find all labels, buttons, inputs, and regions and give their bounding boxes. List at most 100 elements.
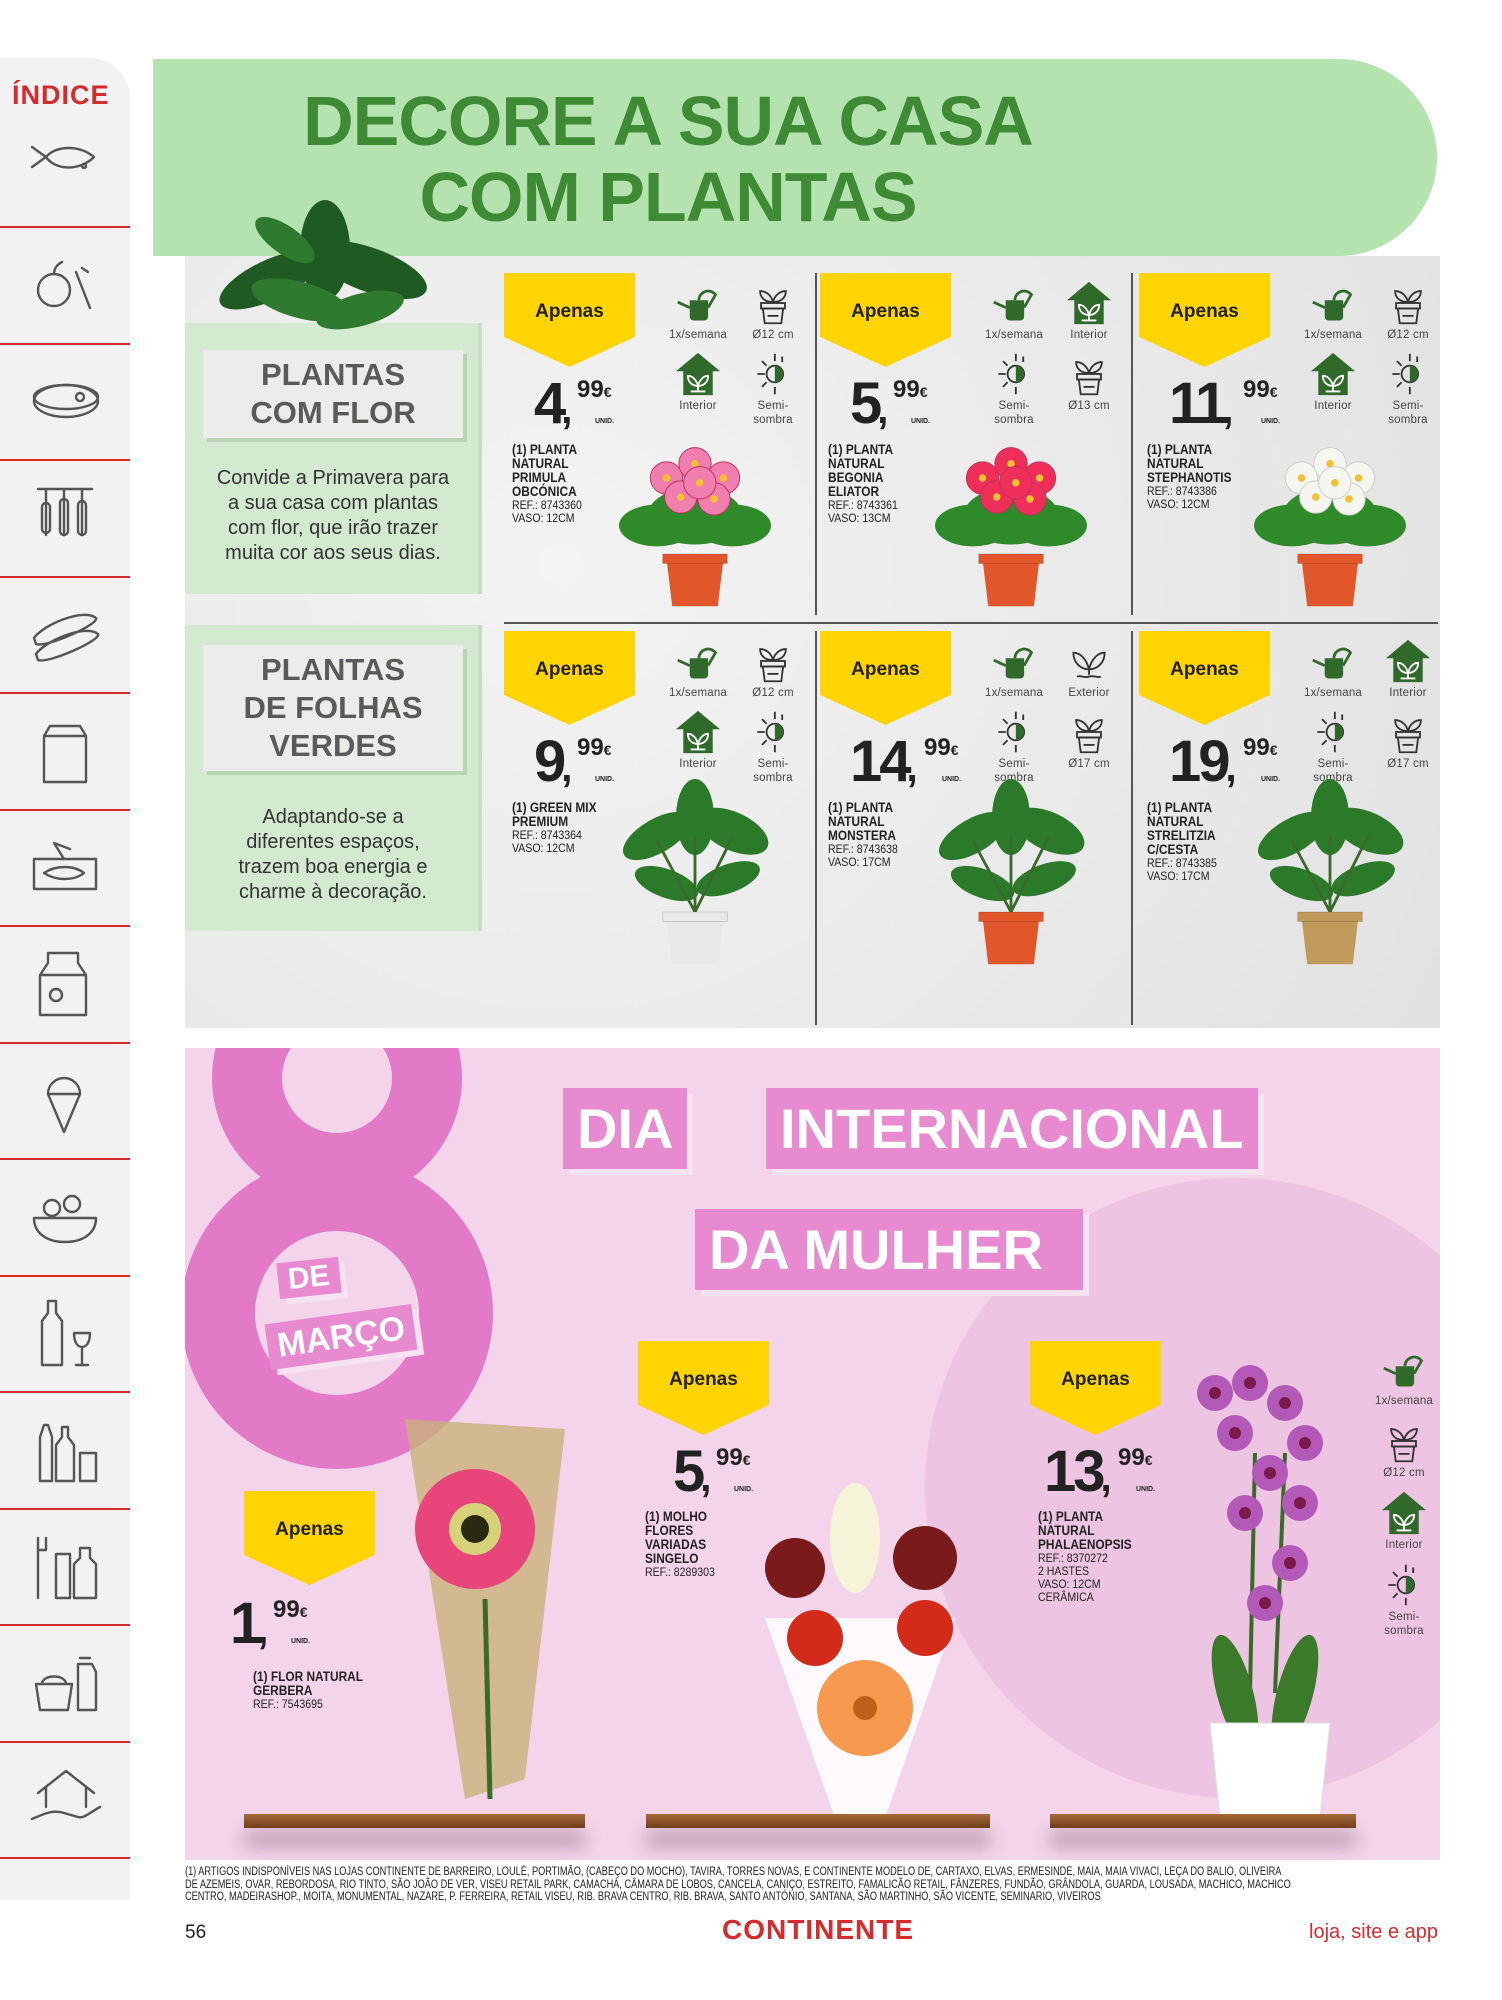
care-pot: Ø12 cm [1373,278,1443,342]
product-card[interactable]: Apenas 1x/semana Ø12 cm Interior Semi-sombra… [1139,273,1452,618]
unit-label: UNID. [911,418,931,425]
panel-description: Adaptando-se a diferentes espaços, trazem … [238,806,428,903]
unit-label: UNID. [291,1638,311,1645]
continente-logo[interactable]: CONTINENTE [722,1914,914,1945]
product-card[interactable]: Apenas 1x/semana Interior Semi-sombra Ø17 cm… [1139,631,1452,976]
mixed-bouquet-image [705,1478,1015,1823]
panel-description: Convide a Primavera para a sua casa com p… [216,467,450,564]
index-sidebar: ÍNDICE [0,58,130,1900]
sidebar-item-ice-cream[interactable] [0,1044,130,1160]
product-description: (1) PLANTA NATURAL BEGONIA ELIATOR REF.: 874… [828,442,898,525]
unit-label: UNID. [595,776,615,783]
care-label: 1x/semana [1374,1395,1434,1407]
care-house: Interior [1369,1488,1439,1552]
care-label: Ø12 cm [752,329,794,341]
product-card[interactable]: Apenas 1x/semana Exterior Semi-sombra Ø17 cm… [820,631,1133,976]
unit-label: UNID. [734,1486,754,1493]
da-mulher-label: DA MULHER [695,1209,1083,1290]
care-label: Ø13 cm [1068,400,1110,412]
plant-image [622,779,769,965]
meat-icon [24,359,106,446]
care-label: Interior [1070,329,1108,341]
price-comma: , [700,1456,712,1500]
price: 13, 99€ UNID. [1044,1441,1155,1503]
price-integer: 14 [850,729,911,794]
care-label: Semi-sombra [994,400,1034,426]
bread-icon [24,592,106,679]
care-label: Ø17 cm [1068,758,1110,770]
care-sun: Semi-sombra [1369,1560,1439,1638]
care-label: 1x/semana [984,329,1044,341]
sidebar-item-bread[interactable] [0,578,130,694]
house-icon [1369,1490,1439,1536]
index-title[interactable]: ÍNDICE [12,80,110,110]
canned-fish-icon [24,825,106,912]
care-pot: Ø13 cm [1054,349,1124,413]
panel-title: PLANTAS DE FOLHAS VERDES [203,645,463,771]
care-label: Semi-sombra [994,758,1034,784]
sidebar-item-fish[interactable] [0,112,130,228]
plant-image [619,447,771,607]
apenas-badge: Apenas [1139,273,1270,367]
ice-cream-icon [24,1058,106,1145]
water-icon [979,280,1049,326]
price-comma: , [906,746,918,790]
care-house: Interior [663,349,733,413]
sidebar-item-milk-carton[interactable] [0,928,130,1044]
sidebar-item-home-care[interactable] [0,1743,130,1859]
water-icon [1298,280,1368,326]
care-sun: Semi-sombra [1373,349,1443,427]
sidebar-item-cleaning[interactable] [0,1627,130,1743]
sun-icon [979,709,1049,755]
sidebar-item-wine[interactable] [0,1277,130,1393]
care-label: 1x/semana [1303,687,1363,699]
price: 5, 99€ UNID. [673,1441,753,1503]
price-comma: , [257,1608,269,1652]
divider [1131,631,1133,1025]
sun-icon [738,709,808,755]
sidebar-item-toiletries[interactable] [0,1510,130,1626]
care-label: Ø12 cm [1387,329,1429,341]
product-description: (1) FLOR NATURAL GERBERA REF.: 7543695 [253,1669,363,1711]
sidebar-item-meat[interactable] [0,345,130,461]
care-label: Semi-sombra [1384,1611,1424,1637]
sidebar-item-drinks[interactable] [0,1394,130,1510]
care-house: Interior [1298,349,1368,413]
price-comma: , [1100,1456,1112,1500]
unit-label: UNID. [1136,1486,1156,1493]
care-label: 1x/semana [668,687,728,699]
sun-icon [979,351,1049,397]
price-decimals: 99€ [273,1596,308,1623]
sidebar-item-fruit-vegetables[interactable] [0,229,130,345]
store-channels-link[interactable]: loja, site e app [1309,1921,1438,1943]
care-label: Interior [679,758,717,770]
apenas-badge: Apenas [820,273,951,367]
sidebar-item-canned-fish[interactable] [0,811,130,927]
panel-title: PLANTAS COM FLOR [203,350,463,438]
footnote: (1) ARTIGOS INDISPONÍVEIS NAS LOJAS CONT… [185,1866,1291,1903]
price-decimals: 99€ [577,376,612,403]
product-description: (1) MOLHO FLORES VARIADAS SINGELO REF.: 8289… [645,1509,715,1579]
internacional-label: INTERNACIONAL [766,1088,1258,1169]
price-decimals: 99€ [924,734,959,761]
water-icon [663,638,733,684]
price-integer: 5 [850,371,882,436]
wooden-shelf [1050,1814,1356,1828]
product-card[interactable]: Apenas 1x/semana Ø12 cm Interior Semi-sombra… [504,273,817,618]
care-pot: Ø12 cm [738,278,808,342]
water-icon [1369,1346,1439,1392]
salad-icon [24,1174,106,1261]
product-card[interactable]: Apenas 1x/semana Ø12 cm Interior Semi-sombra… [504,631,817,976]
care-sun: Semi-sombra [979,707,1049,785]
care-label: Semi-sombra [1388,400,1428,426]
unit-label: UNID. [1261,776,1281,783]
sidebar-item-coffee-bag[interactable] [0,695,130,811]
sidebar-item-salad[interactable] [0,1161,130,1277]
price-comma: , [561,388,573,432]
sidebar-item-sausages[interactable] [0,462,130,578]
price-comma: , [561,746,573,790]
de-label: DE [276,1256,342,1300]
plant-image [935,447,1087,607]
care-water: 1x/semana [979,278,1049,342]
product-card[interactable]: Apenas 1x/semana Interior Semi-sombra Ø13 cm… [820,273,1133,618]
